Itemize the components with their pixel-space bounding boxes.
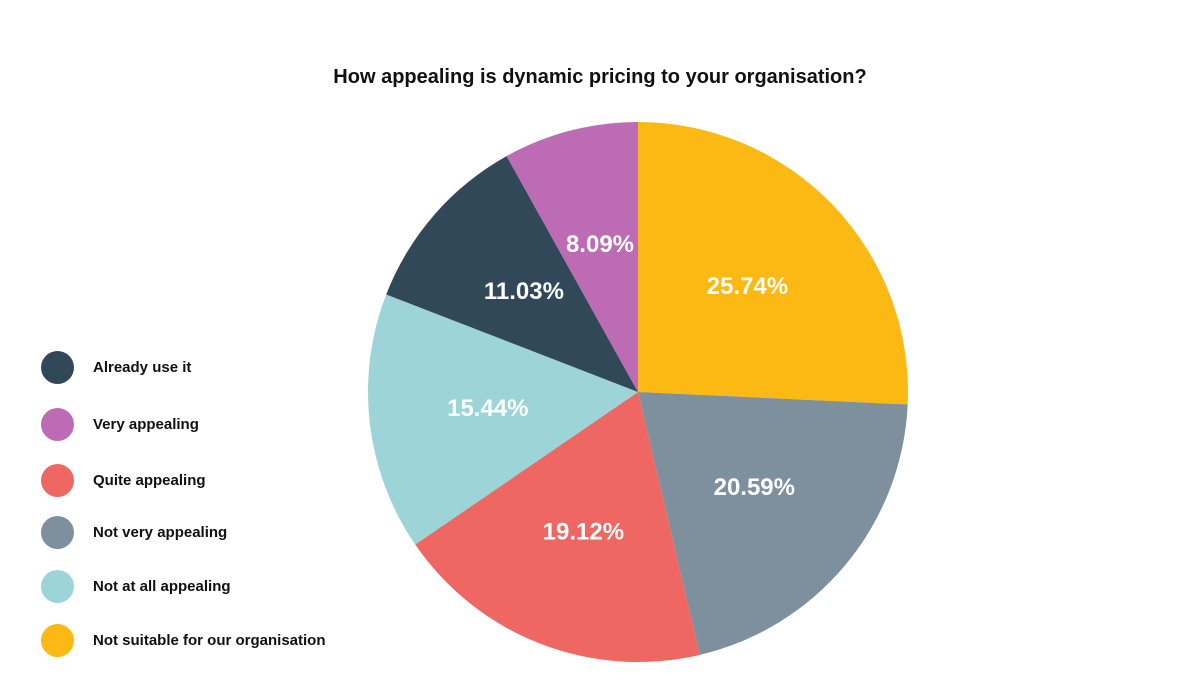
legend-swatch xyxy=(41,569,74,603)
legend-swatch xyxy=(41,623,74,657)
legend-item-not-very-appealing: Not very appealing xyxy=(41,515,227,549)
legend-item-very-appealing: Very appealing xyxy=(41,407,199,441)
legend-item-quite-appealing: Quite appealing xyxy=(41,463,206,497)
slice-label-not-suitable-for-our-organisation: 25.74% xyxy=(707,273,788,300)
legend-label: Very appealing xyxy=(93,415,199,433)
pie-slice-not-suitable-for-our-organisation xyxy=(638,122,908,405)
legend-label: Already use it xyxy=(93,358,192,376)
pie-slice-not-at-all-appealing xyxy=(368,294,638,545)
legend-label: Quite appealing xyxy=(93,471,206,489)
legend-item-not-suitable: Not suitable for our organisation xyxy=(41,623,326,657)
pie-slice-quite-appealing xyxy=(415,392,700,663)
slice-label-already-use-it: 11.03% xyxy=(484,278,564,305)
pie-slice-very-appealing xyxy=(506,122,638,392)
legend-swatch xyxy=(41,515,74,549)
legend-label: Not suitable for our organisation xyxy=(93,631,326,649)
legend-swatch xyxy=(41,407,74,441)
legend-label: Not at all appealing xyxy=(93,577,231,595)
legend-swatch xyxy=(41,350,74,384)
legend-swatch xyxy=(41,463,74,497)
slice-label-not-very-appealing: 20.59% xyxy=(714,474,795,501)
legend-item-already-use-it: Already use it xyxy=(41,350,191,384)
slice-label-very-appealing: 8.09% xyxy=(566,231,634,258)
chart-title: How appealing is dynamic pricing to your… xyxy=(333,66,867,88)
legend-item-not-at-all-appealing: Not at all appealing xyxy=(41,569,231,603)
slice-label-not-at-all-appealing: 15.44% xyxy=(447,395,528,422)
pie-slice-not-very-appealing xyxy=(638,392,908,655)
slice-label-quite-appealing: 19.12% xyxy=(543,518,624,545)
pie-slice-already-use-it xyxy=(386,156,638,392)
legend-label: Not very appealing xyxy=(93,523,228,541)
